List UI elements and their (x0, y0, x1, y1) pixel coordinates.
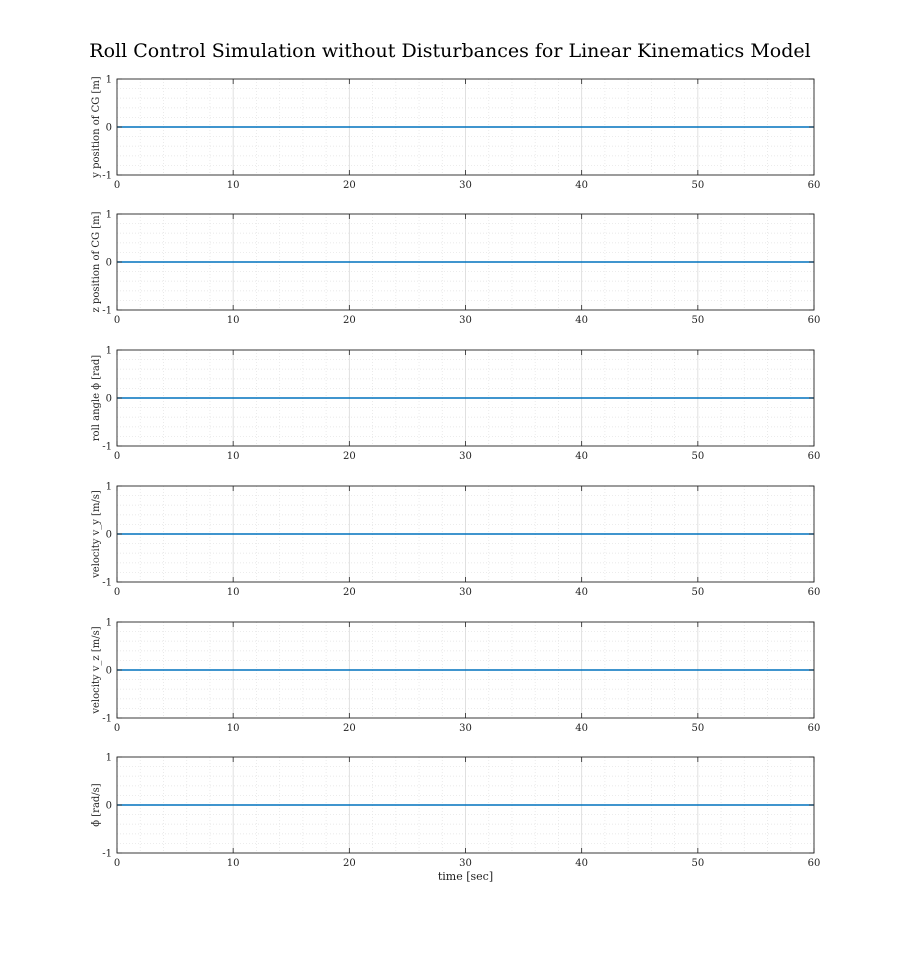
x-tick-label: 10 (227, 587, 240, 598)
x-tick-label: 60 (808, 587, 821, 598)
x-tick-label: 30 (459, 451, 472, 462)
y-tick-label: 0 (106, 530, 112, 541)
y-tick-label: 0 (106, 666, 112, 677)
x-tick-label: 20 (343, 587, 356, 598)
y-axis-label: z position of CG [m] (91, 211, 102, 312)
y-tick-label: 0 (106, 123, 112, 134)
x-tick-label: 60 (808, 451, 821, 462)
y-tick-label: -1 (102, 442, 112, 453)
y-axis-label: velocity v_z [m/s] (91, 626, 102, 714)
y-tick-label: -1 (102, 171, 112, 182)
x-tick-label: 0 (114, 587, 120, 598)
x-tick-label: 30 (459, 858, 472, 869)
x-tick-label: 40 (575, 858, 588, 869)
y-axis-label: roll angle ϕ [rad] (91, 355, 102, 442)
x-tick-label: 10 (227, 315, 240, 326)
y-tick-label: 1 (106, 75, 112, 86)
y-axis-label: y position of CG [m] (91, 76, 102, 179)
x-tick-label: 10 (227, 180, 240, 191)
y-tick-label: 0 (106, 394, 112, 405)
x-tick-label: 50 (691, 180, 704, 191)
x-tick-label: 0 (114, 315, 120, 326)
y-tick-label: 1 (106, 618, 112, 629)
x-tick-label: 40 (575, 180, 588, 191)
x-tick-label: 20 (343, 315, 356, 326)
y-tick-label: -1 (102, 578, 112, 589)
figure-title: Roll Control Simulation without Disturba… (89, 40, 811, 62)
y-tick-label: 1 (106, 482, 112, 493)
x-tick-label: 30 (459, 587, 472, 598)
x-tick-label: 0 (114, 180, 120, 191)
x-tick-label: 40 (575, 315, 588, 326)
y-tick-label: 0 (106, 258, 112, 269)
y-tick-label: 0 (106, 801, 112, 812)
x-tick-label: 30 (459, 315, 472, 326)
x-tick-label: 60 (808, 858, 821, 869)
x-tick-label: 10 (227, 858, 240, 869)
x-tick-label: 50 (691, 858, 704, 869)
x-tick-label: 20 (343, 180, 356, 191)
x-tick-label: 60 (808, 315, 821, 326)
x-tick-label: 40 (575, 451, 588, 462)
x-tick-label: 40 (575, 723, 588, 734)
x-tick-label: 20 (343, 723, 356, 734)
x-tick-label: 50 (691, 451, 704, 462)
y-tick-label: -1 (102, 714, 112, 725)
x-tick-label: 10 (227, 451, 240, 462)
x-tick-label: 20 (343, 451, 356, 462)
x-tick-label: 50 (691, 315, 704, 326)
x-axis-label: time [sec] (438, 870, 493, 883)
y-axis-label: velocity v_y [m/s] (91, 490, 102, 579)
y-tick-label: 1 (106, 210, 112, 221)
x-tick-label: 40 (575, 587, 588, 598)
x-tick-label: 0 (114, 858, 120, 869)
x-tick-label: 60 (808, 180, 821, 191)
x-tick-label: 60 (808, 723, 821, 734)
y-tick-label: -1 (102, 306, 112, 317)
x-tick-label: 50 (691, 587, 704, 598)
x-tick-label: 0 (114, 451, 120, 462)
x-tick-label: 10 (227, 723, 240, 734)
y-axis-label: ϕ̇ [rad/s] (91, 783, 102, 827)
y-tick-label: -1 (102, 849, 112, 860)
x-tick-label: 0 (114, 723, 120, 734)
y-tick-label: 1 (106, 753, 112, 764)
x-tick-label: 30 (459, 180, 472, 191)
y-tick-label: 1 (106, 346, 112, 357)
x-tick-label: 30 (459, 723, 472, 734)
x-tick-label: 50 (691, 723, 704, 734)
x-tick-label: 20 (343, 858, 356, 869)
